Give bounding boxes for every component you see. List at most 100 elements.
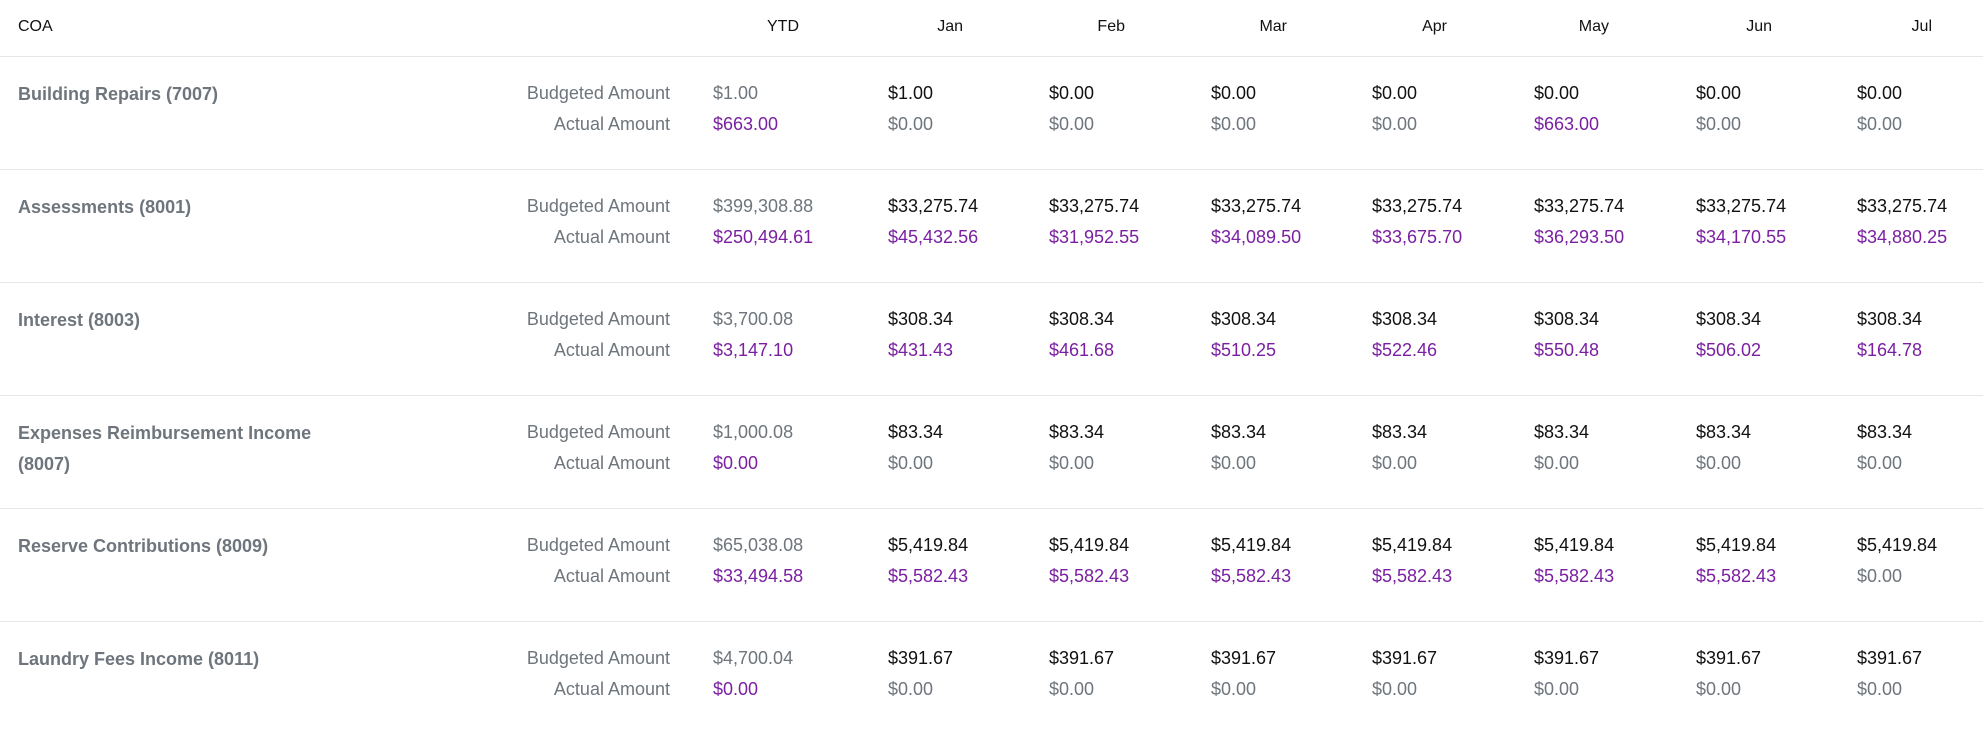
month-actual-value: $0.00 <box>888 679 934 699</box>
month-budgeted-value: $391.67 <box>1372 648 1438 668</box>
coa-account-name[interactable]: Laundry Fees Income (8011) <box>18 649 260 669</box>
month-budgeted-value: $33,275.74 <box>888 196 979 216</box>
month-actual-value: $0.00 <box>1696 114 1742 134</box>
month-actual-value: $550.48 <box>1534 340 1600 360</box>
month-actual-value: $45,432.56 <box>888 227 979 247</box>
month-actual-value: $0.00 <box>1534 679 1580 699</box>
actual-amount-label: Actual Amount <box>553 340 670 360</box>
table-row: Assessments (8001) Budgeted Amount Actual … <box>0 170 1983 283</box>
month-budgeted-value: $391.67 <box>1534 648 1600 668</box>
month-budgeted-value: $83.34 <box>1534 422 1590 442</box>
month-actual-value: $663.00 <box>1534 114 1600 134</box>
month-budgeted-value: $308.34 <box>1372 309 1438 329</box>
coa-account-name[interactable]: Expenses Reimbursement Income (8007) <box>18 423 312 474</box>
budgeted-amount-label: Budgeted Amount <box>526 648 670 668</box>
month-budgeted-value: $308.34 <box>1857 309 1923 329</box>
month-actual-value: $0.00 <box>1534 453 1580 473</box>
ytd-budgeted-value: $4,700.04 <box>713 648 794 668</box>
budgeted-amount-label: Budgeted Amount <box>526 422 670 442</box>
month-actual-value: $34,880.25 <box>1857 227 1948 247</box>
month-budgeted-value: $391.67 <box>888 648 954 668</box>
month-actual-value: $0.00 <box>1211 114 1257 134</box>
header-mar[interactable]: Mar <box>1259 18 1287 35</box>
month-budgeted-value: $391.67 <box>1857 648 1923 668</box>
month-actual-value: $0.00 <box>888 114 934 134</box>
month-actual-value: $506.02 <box>1696 340 1762 360</box>
ytd-budgeted-value: $3,700.08 <box>713 309 794 329</box>
month-budgeted-value: $5,419.84 <box>1211 535 1292 555</box>
month-actual-value: $5,582.43 <box>1696 566 1777 586</box>
header-jan[interactable]: Jan <box>937 18 963 35</box>
header-coa[interactable]: COA <box>18 18 53 35</box>
month-budgeted-value: $33,275.74 <box>1372 196 1463 216</box>
month-budgeted-value: $308.34 <box>1211 309 1277 329</box>
month-budgeted-value: $5,419.84 <box>1049 535 1130 555</box>
month-budgeted-value: $83.34 <box>1211 422 1267 442</box>
month-actual-value: $0.00 <box>1049 679 1095 699</box>
month-actual-value: $34,170.55 <box>1696 227 1787 247</box>
budgeted-amount-label: Budgeted Amount <box>526 309 670 329</box>
actual-amount-label: Actual Amount <box>553 227 670 247</box>
month-actual-value: $0.00 <box>1049 453 1095 473</box>
month-actual-value: $0.00 <box>888 453 934 473</box>
ytd-actual-value: $0.00 <box>713 679 759 699</box>
ytd-actual-value: $0.00 <box>713 453 759 473</box>
header-feb[interactable]: Feb <box>1097 18 1125 35</box>
header-apr[interactable]: Apr <box>1422 18 1447 35</box>
month-actual-value: $34,089.50 <box>1211 227 1302 247</box>
coa-account-name[interactable]: Building Repairs (7007) <box>18 84 219 104</box>
ytd-actual-value: $3,147.10 <box>713 340 794 360</box>
month-actual-value: $0.00 <box>1372 453 1418 473</box>
month-actual-value: $36,293.50 <box>1534 227 1625 247</box>
month-budgeted-value: $33,275.74 <box>1857 196 1948 216</box>
month-budgeted-value: $33,275.74 <box>1049 196 1140 216</box>
month-actual-value: $0.00 <box>1857 453 1903 473</box>
month-actual-value: $510.25 <box>1211 340 1277 360</box>
month-budgeted-value: $83.34 <box>1049 422 1105 442</box>
budgeted-amount-label: Budgeted Amount <box>526 196 670 216</box>
month-budgeted-value: $0.00 <box>1696 83 1742 103</box>
month-actual-value: $431.43 <box>888 340 954 360</box>
month-budgeted-value: $0.00 <box>1857 83 1903 103</box>
header-ytd[interactable]: YTD <box>767 18 799 35</box>
header-jun[interactable]: Jun <box>1746 18 1772 35</box>
table-header: COA YTD Jan Feb Mar Apr May Jun Jul <box>0 0 1983 57</box>
month-actual-value: $0.00 <box>1372 679 1418 699</box>
coa-account-name[interactable]: Reserve Contributions (8009) <box>18 536 269 556</box>
month-actual-value: $5,582.43 <box>888 566 969 586</box>
month-budgeted-value: $308.34 <box>1696 309 1762 329</box>
month-budgeted-value: $391.67 <box>1696 648 1762 668</box>
month-budgeted-value: $391.67 <box>1211 648 1277 668</box>
month-budgeted-value: $83.34 <box>888 422 944 442</box>
month-actual-value: $0.00 <box>1049 114 1095 134</box>
coa-account-name[interactable]: Assessments (8001) <box>18 197 192 217</box>
actual-amount-label: Actual Amount <box>553 114 670 134</box>
month-budgeted-value: $83.34 <box>1372 422 1428 442</box>
actual-amount-label: Actual Amount <box>553 453 670 473</box>
month-budgeted-value: $83.34 <box>1857 422 1913 442</box>
ytd-actual-value: $250,494.61 <box>713 227 814 247</box>
month-actual-value: $5,582.43 <box>1372 566 1453 586</box>
month-budgeted-value: $33,275.74 <box>1534 196 1625 216</box>
ytd-budgeted-value: $1.00 <box>713 83 759 103</box>
month-actual-value: $0.00 <box>1211 453 1257 473</box>
month-actual-value: $0.00 <box>1857 679 1903 699</box>
ytd-budgeted-value: $399,308.88 <box>713 196 814 216</box>
month-budgeted-value: $5,419.84 <box>1372 535 1453 555</box>
header-may[interactable]: May <box>1578 18 1609 35</box>
month-actual-value: $0.00 <box>1857 566 1903 586</box>
month-actual-value: $0.00 <box>1696 679 1742 699</box>
actual-amount-label: Actual Amount <box>553 679 670 699</box>
header-jul[interactable]: Jul <box>1911 18 1932 35</box>
month-actual-value: $522.46 <box>1372 340 1438 360</box>
ytd-actual-value: $663.00 <box>713 114 779 134</box>
month-actual-value: $5,582.43 <box>1211 566 1292 586</box>
table-row: Laundry Fees Income (8011) Budgeted Amoun… <box>0 622 1983 734</box>
month-budgeted-value: $5,419.84 <box>888 535 969 555</box>
month-actual-value: $31,952.55 <box>1049 227 1140 247</box>
month-budgeted-value: $83.34 <box>1696 422 1752 442</box>
ytd-budgeted-value: $1,000.08 <box>713 422 794 442</box>
coa-account-name[interactable]: Interest (8003) <box>18 310 141 330</box>
month-budgeted-value: $391.67 <box>1049 648 1115 668</box>
